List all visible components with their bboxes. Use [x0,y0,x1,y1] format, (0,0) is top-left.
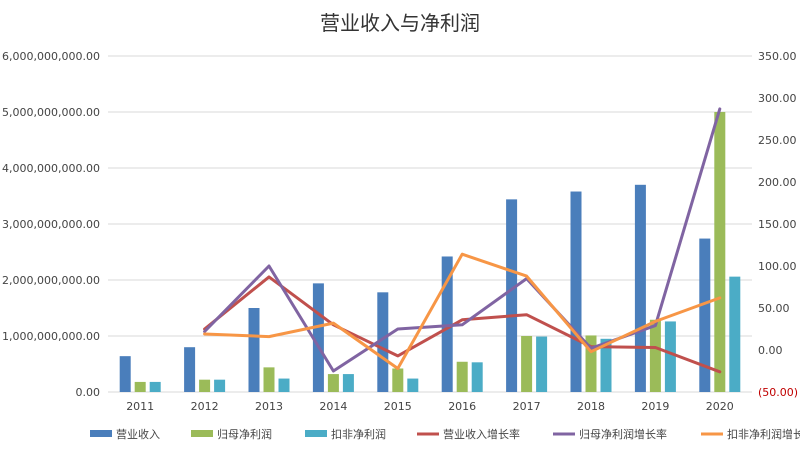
bar-3 [149,381,161,392]
line-series-3 [203,252,722,370]
bar-1 [441,256,453,392]
bar-3 [278,378,290,392]
line-series-1 [203,275,722,374]
bar-3 [471,362,483,392]
right-tick-label: 200.00 [758,176,797,189]
legend-label: 营业收入增长率 [443,427,520,441]
x-tick-label: 2018 [577,400,605,413]
bar-3 [407,378,419,392]
chart-title: 营业收入与净利润 [320,11,480,35]
legend-swatch [90,430,112,437]
legend-item: 营业收入 [90,427,160,441]
x-tick-label: 2015 [384,400,412,413]
right-axis-ticks: (50.00) 0.00 50.00 100.00 150.00 200.00 250.00… [758,50,798,399]
x-tick-label: 2020 [706,400,734,413]
bar-1 [184,347,196,392]
bar-1 [634,184,646,392]
bar-2 [392,368,404,392]
bar-1 [570,191,582,392]
right-tick-label: 150.00 [758,218,797,231]
legend-label: 扣非净利润 [331,427,386,441]
legend-item: 扣非净利润增长率 [701,427,800,441]
x-tick-label: 2019 [641,400,669,413]
legend-label: 扣非净利润增长率 [727,427,800,441]
bar-3 [664,321,676,392]
line-series-2 [203,107,722,373]
bar-2 [521,336,533,392]
legend-label: 归母净利润增长率 [579,427,667,441]
x-axis-ticks: 2011 2012 2013 2014 2015 2016 2017 2018 2019 2020 [126,400,734,413]
left-tick-label: 6,000,000,000.00 [2,50,100,63]
bar-2 [456,361,468,392]
bar-2 [585,335,597,392]
left-tick-label: 0.00 [76,386,101,399]
bar-3 [342,374,354,392]
bar-2 [649,319,661,392]
lines [203,107,722,374]
right-tick-label: 50.00 [758,302,790,315]
bar-3 [600,338,612,392]
bar-2 [134,381,146,392]
left-tick-label: 1,000,000,000.00 [2,330,100,343]
legend-item: 归母净利润增长率 [553,427,667,441]
bar-1 [377,292,389,392]
bar-1 [312,283,324,392]
left-axis-ticks: 0.00 1,000,000,000.00 2,000,000,000.00 3,00… [2,50,100,399]
bar-3 [729,276,741,392]
legend-item: 营业收入增长率 [417,427,520,441]
bar-3 [214,379,226,392]
legend-label: 归母净利润 [217,427,272,441]
bars [119,112,741,392]
right-tick-label: 350.00 [758,50,797,63]
bar-1 [248,308,260,392]
right-tick-label: 250.00 [758,134,797,147]
legend-label: 营业收入 [116,427,160,441]
bar-1 [699,238,711,392]
right-tick-label: (50.00) [758,386,798,399]
left-tick-label: 3,000,000,000.00 [2,218,100,231]
bar-2 [263,367,275,392]
bar-3 [536,336,548,392]
bar-2 [327,374,339,392]
bar-2 [199,379,211,392]
bar-2 [714,112,726,392]
legend-item: 归母净利润 [191,427,272,441]
x-tick-label: 2012 [191,400,219,413]
x-tick-label: 2017 [513,400,541,413]
right-tick-label: 100.00 [758,260,797,273]
left-tick-label: 4,000,000,000.00 [2,162,100,175]
x-tick-label: 2011 [126,400,154,413]
right-tick-label: 300.00 [758,92,797,105]
legend: 营业收入 归母净利润 扣非净利润 营业收入增长率 归母净利润增长率 扣非净利润增长率 [90,427,800,441]
x-tick-label: 2014 [319,400,347,413]
legend-swatch [191,430,213,437]
left-tick-label: 5,000,000,000.00 [2,106,100,119]
bar-1 [506,199,518,392]
x-tick-label: 2016 [448,400,476,413]
bar-1 [119,356,131,392]
legend-item: 扣非净利润 [305,427,386,441]
x-tick-label: 2013 [255,400,283,413]
left-tick-label: 2,000,000,000.00 [2,274,100,287]
right-tick-label: 0.00 [758,344,783,357]
gridlines [108,55,752,393]
legend-swatch [305,430,327,437]
